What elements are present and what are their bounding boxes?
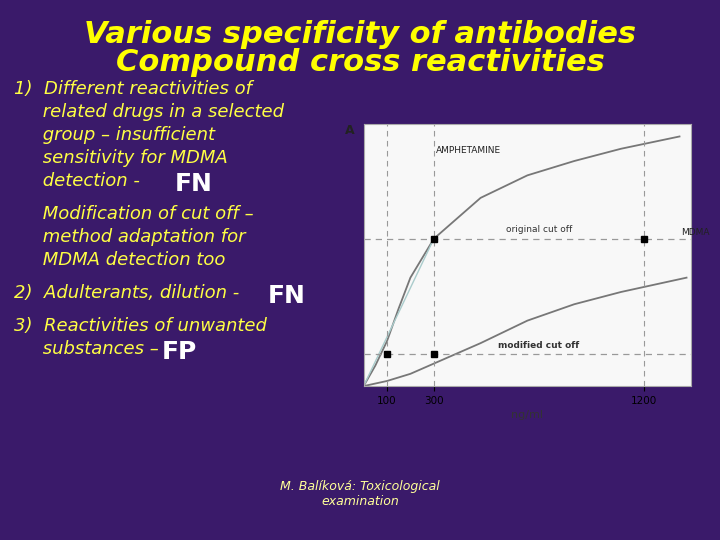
Text: substances –: substances –: [14, 340, 158, 358]
Text: FN: FN: [268, 284, 306, 308]
Text: AMPHETAMINE: AMPHETAMINE: [436, 146, 501, 156]
Text: FN: FN: [175, 172, 213, 196]
Text: Compound cross reactivities: Compound cross reactivities: [116, 48, 604, 77]
X-axis label: ng/ml: ng/ml: [511, 410, 544, 420]
Text: sensitivity for MDMA: sensitivity for MDMA: [14, 149, 228, 167]
Text: modified cut off: modified cut off: [498, 341, 580, 350]
Text: Modification of cut off –: Modification of cut off –: [14, 205, 253, 223]
Text: original cut off: original cut off: [506, 225, 572, 234]
Text: 3)  Reactivities of unwanted: 3) Reactivities of unwanted: [14, 317, 267, 335]
Text: detection -: detection -: [14, 172, 140, 190]
Text: MDMA: MDMA: [680, 228, 709, 237]
Text: A: A: [345, 124, 354, 137]
Text: MDMA detection too: MDMA detection too: [14, 251, 225, 269]
Text: group – insufficient: group – insufficient: [14, 126, 215, 144]
Text: related drugs in a selected: related drugs in a selected: [14, 103, 284, 121]
Text: FP: FP: [162, 340, 197, 364]
Text: Various specificity of antibodies: Various specificity of antibodies: [84, 20, 636, 49]
Text: M. Balíková: Toxicological
examination: M. Balíková: Toxicological examination: [280, 480, 440, 508]
Text: 2)  Adulterants, dilution -: 2) Adulterants, dilution -: [14, 284, 239, 302]
Text: method adaptation for: method adaptation for: [14, 228, 246, 246]
Text: 1)  Different reactivities of: 1) Different reactivities of: [14, 80, 252, 98]
